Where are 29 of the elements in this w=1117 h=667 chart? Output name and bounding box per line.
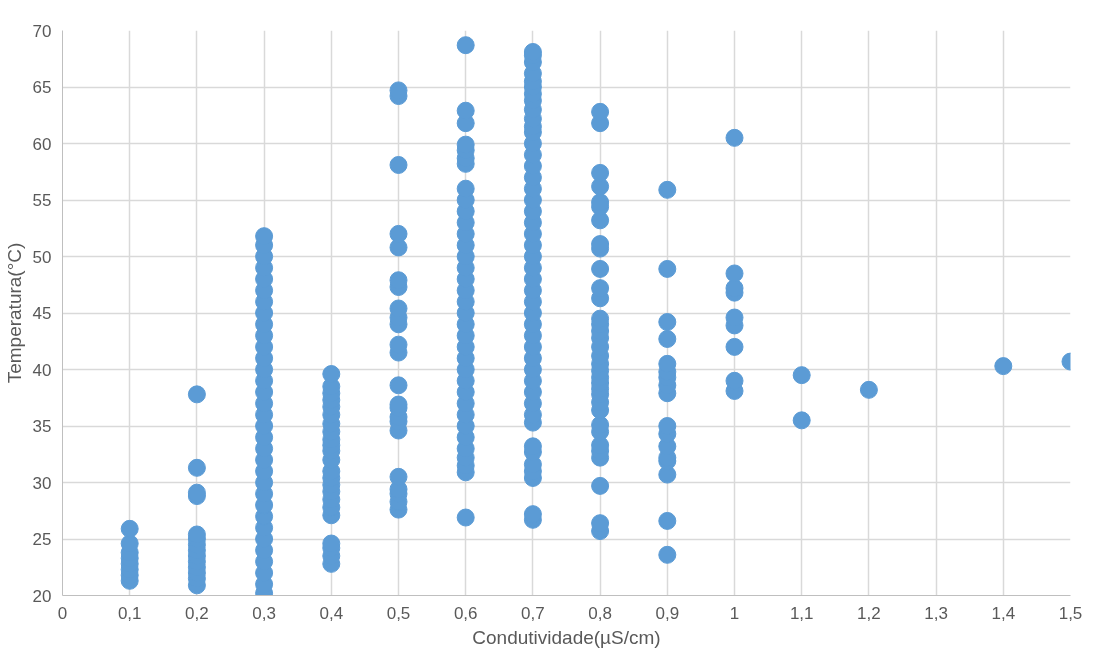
y-tick-label: 30 (32, 473, 52, 493)
x-tick-label: 0,3 (252, 603, 276, 623)
x-axis-title: Condutividade(µS/cm) (472, 626, 661, 648)
x-tick-label: 0,5 (386, 603, 411, 623)
x-tick-label: 0,2 (185, 603, 209, 623)
y-tick-label: 70 (32, 21, 52, 41)
y-tick-label: 35 (32, 417, 52, 436)
y-tick-label: 25 (32, 530, 52, 549)
y-tick-label: 60 (32, 134, 52, 154)
y-tick-label: 40 (32, 360, 52, 380)
y-tick-label: 65 (32, 78, 52, 97)
x-tick-label: 1,2 (857, 603, 881, 623)
y-tick-label: 55 (32, 191, 52, 210)
x-tick-label: 1,1 (789, 603, 814, 623)
x-tick-label: 0,1 (117, 603, 142, 623)
x-tick-label: 1 (729, 603, 740, 623)
x-tick-label: 0,7 (521, 603, 545, 623)
x-tick-label: 1,5 (1058, 603, 1083, 623)
x-tick-label: 0,6 (453, 603, 478, 623)
x-tick-label: 0,9 (655, 603, 680, 623)
y-tick-label: 45 (32, 304, 52, 323)
x-tick-label: 0,4 (319, 603, 344, 623)
x-tick-label: 0 (57, 603, 68, 623)
y-tick-label: 50 (32, 247, 52, 267)
x-tick-label: 1,3 (924, 603, 948, 623)
y-tick-label: 20 (32, 586, 52, 606)
x-tick-label: 0,8 (588, 603, 612, 623)
y-axis-title: Temperatura(°C) (3, 242, 25, 384)
x-tick-label: 1,4 (991, 603, 1016, 623)
